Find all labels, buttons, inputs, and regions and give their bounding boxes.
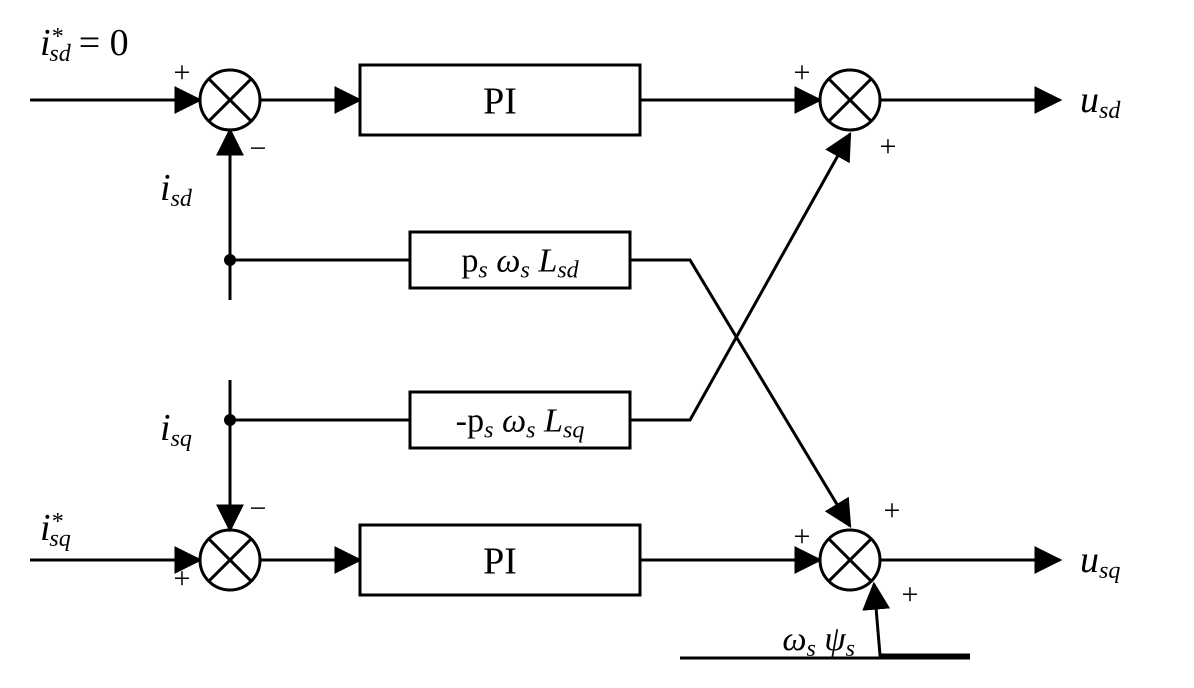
svg-text:+: + (174, 562, 191, 595)
svg-text:i*sd= 0: i*sd= 0 (40, 22, 129, 67)
svg-text:usd: usd (1080, 79, 1121, 124)
svg-text:+: + (902, 578, 919, 611)
svg-text:−: − (250, 132, 267, 165)
svg-text:PI: PI (483, 540, 517, 582)
svg-text:i*sq: i*sq (40, 507, 71, 552)
svg-text:isq: isq (160, 407, 192, 452)
svg-text:+: + (174, 56, 191, 89)
svg-text:+: + (794, 56, 811, 89)
svg-text:+: + (880, 130, 897, 163)
svg-text:+: + (884, 494, 901, 527)
svg-text:isd: isd (160, 167, 193, 212)
svg-text:PI: PI (483, 80, 517, 122)
svg-text:+: + (794, 520, 811, 553)
svg-text:ωs ψs: ωs ψs (782, 621, 855, 662)
svg-text:−: − (250, 492, 267, 525)
svg-text:usq: usq (1080, 539, 1120, 584)
